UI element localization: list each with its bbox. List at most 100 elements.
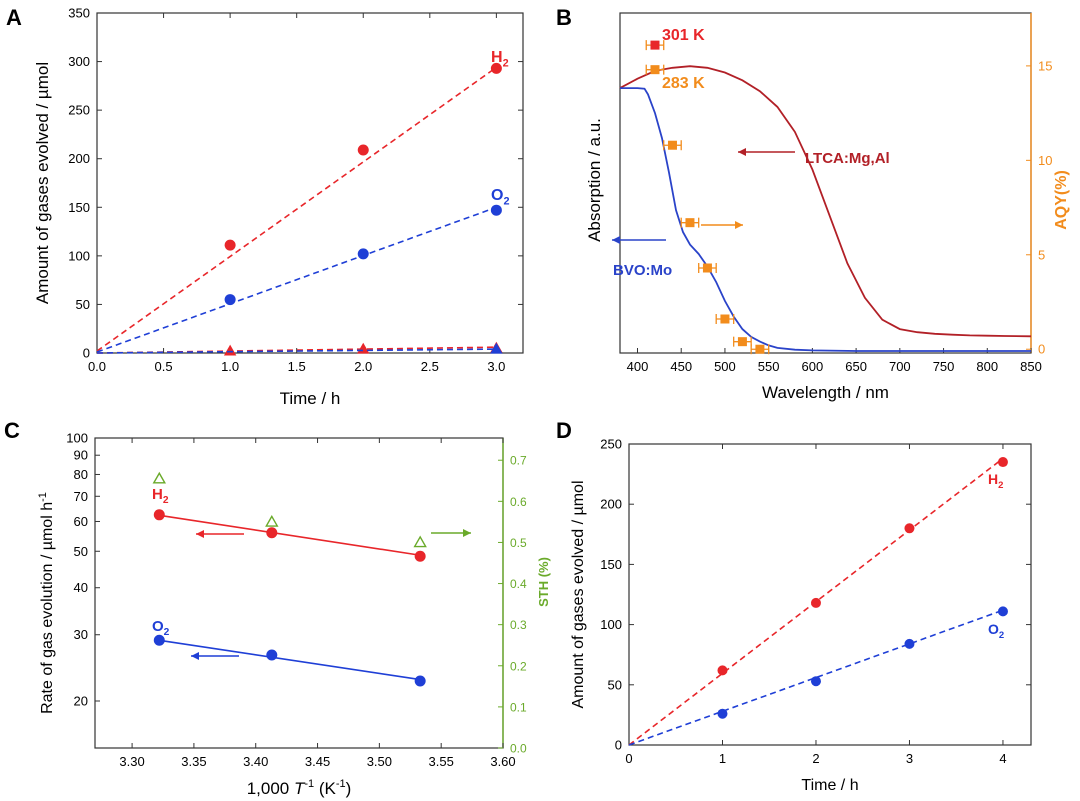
- panel-letter: D: [556, 418, 572, 443]
- panel-letter: B: [556, 5, 572, 30]
- data-point: [357, 248, 369, 260]
- x-tick-label: 400: [627, 359, 649, 374]
- y-tick-label: 0: [615, 738, 622, 753]
- plot-frame: [628, 443, 1032, 746]
- y2-tick-label: 0.2: [510, 659, 527, 673]
- annotation-283k: 283 K: [662, 75, 705, 92]
- y-tick-label: 100: [66, 431, 88, 446]
- series-label-o2: O2: [988, 621, 1004, 641]
- data-point: [717, 665, 728, 676]
- x-axis-label: Time / h: [801, 777, 858, 794]
- data-point: [810, 676, 821, 687]
- data-point: [810, 597, 821, 608]
- sth-point: [265, 514, 279, 527]
- plot-frame: [96, 12, 524, 354]
- x-tick-label: 3.30: [119, 754, 144, 769]
- y-tick-label: 50: [76, 297, 90, 312]
- x-axis-label: 1,000 T-1 (K-1): [247, 778, 352, 798]
- y-tick-label: 80: [74, 467, 88, 482]
- x-tick-label: 750: [933, 359, 955, 374]
- data-point: [414, 675, 426, 687]
- x-tick-label: 3.55: [429, 754, 454, 769]
- x-tick-label: 450: [670, 359, 692, 374]
- absorption-curve: [620, 87, 1031, 352]
- y2-tick-label: 0.1: [510, 700, 527, 714]
- y-tick-label: 0: [83, 346, 90, 361]
- data-point: [490, 342, 503, 354]
- x-tick-label: 3.50: [367, 754, 392, 769]
- arrow-head: [612, 236, 620, 244]
- x-tick-label: 1: [719, 751, 726, 766]
- y2-tick-label: 15: [1038, 58, 1052, 73]
- y-tick-label: 250: [600, 437, 622, 452]
- annotation-bvo: BVO:Mo: [613, 262, 672, 279]
- y-tick-label: 150: [68, 200, 90, 215]
- y-tick-label: 250: [68, 103, 90, 118]
- data-point: [266, 649, 278, 661]
- x-tick-label: 850: [1020, 359, 1042, 374]
- y2-tick-label: 0.6: [510, 495, 527, 509]
- x-tick-label: 550: [758, 359, 780, 374]
- data-point: [490, 204, 502, 216]
- y2-axis-label: AQY(%): [1053, 170, 1070, 230]
- data-point: [153, 634, 165, 646]
- aqy-point: [650, 65, 660, 75]
- series-label-h2: H2: [491, 49, 509, 69]
- y-tick-label: 20: [74, 693, 88, 708]
- x-tick-label: 4: [999, 751, 1006, 766]
- y-axis-label: Rate of gas evolution / µmol h-1: [37, 492, 56, 714]
- x-tick-label: 700: [889, 359, 911, 374]
- fit-line: [96, 206, 497, 353]
- y2-tick-label: 0.0: [510, 742, 527, 756]
- x-tick-label: 600: [802, 359, 824, 374]
- data-point: [224, 239, 236, 251]
- aqy-point: [667, 140, 677, 150]
- y-axis-label: Absorption / a.u.: [585, 118, 604, 242]
- x-tick-label: 3.60: [490, 754, 515, 769]
- series-label-o2: O2: [152, 618, 170, 638]
- y2-axis-label: STH (%): [536, 557, 551, 607]
- data-point: [997, 606, 1008, 617]
- sth-point: [413, 535, 427, 548]
- data-point: [997, 457, 1008, 468]
- y2-tick-label: 5: [1038, 247, 1045, 262]
- x-tick-label: 500: [714, 359, 736, 374]
- data-point: [490, 62, 502, 74]
- aqy-point: [650, 40, 660, 50]
- series-label-o2: O2: [491, 187, 510, 207]
- x-tick-label: 3: [906, 751, 913, 766]
- absorption-curve: [619, 65, 1032, 338]
- data-point: [224, 294, 236, 306]
- x-tick-label: 0: [625, 751, 632, 766]
- x-tick-label: 2: [812, 751, 819, 766]
- y-tick-label: 70: [74, 489, 88, 504]
- x-tick-label: 650: [845, 359, 867, 374]
- annotation-ltca: LTCA:Mg,Al: [805, 150, 890, 167]
- arrow-head: [735, 221, 743, 229]
- panel-letter: A: [6, 5, 22, 30]
- fit-line: [628, 609, 1004, 746]
- data-point: [904, 638, 915, 649]
- y-tick-label: 350: [68, 6, 90, 21]
- y-tick-label: 200: [68, 151, 90, 166]
- x-tick-label: 3.40: [243, 754, 268, 769]
- y-axis-label: Amount of gases evolved / µmol: [570, 481, 587, 709]
- aqy-point: [702, 263, 712, 273]
- fit-line: [159, 639, 421, 681]
- sth-point: [152, 471, 166, 484]
- x-tick-label: 1.0: [221, 359, 239, 374]
- plot-frame: [94, 437, 504, 749]
- x-tick-label: 2.0: [354, 359, 372, 374]
- data-point: [904, 523, 915, 534]
- y2-tick-label: 10: [1038, 153, 1052, 168]
- x-tick-label: 3.45: [305, 754, 330, 769]
- x-tick-label: 0.5: [155, 359, 173, 374]
- y-axis-label: Amount of gases evolved / µmol: [33, 62, 52, 304]
- x-tick-label: 3.0: [487, 359, 505, 374]
- y2-tick-label: 0.7: [510, 454, 527, 468]
- y-tick-label: 300: [68, 54, 90, 69]
- x-axis-label: Time / h: [280, 389, 341, 408]
- y-tick-label: 200: [600, 497, 622, 512]
- y-tick-label: 100: [600, 617, 622, 632]
